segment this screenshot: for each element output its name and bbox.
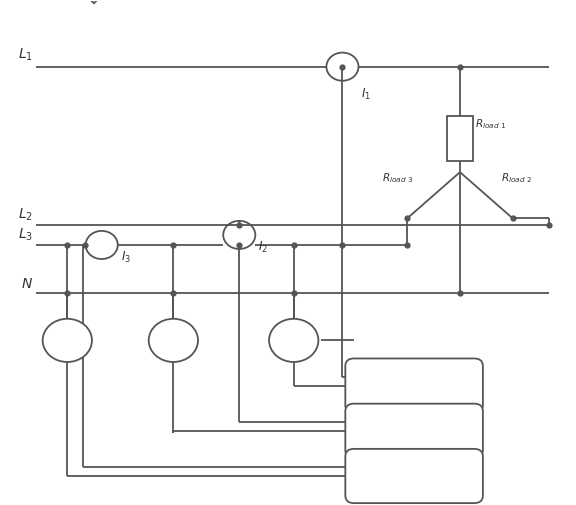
FancyBboxPatch shape	[346, 449, 483, 503]
Bar	[448, 116, 472, 161]
Text: $L_2$: $L_2$	[18, 207, 33, 223]
Text: $V_2$: $V_2$	[166, 333, 180, 347]
Circle shape	[269, 319, 319, 362]
Text: $I_2$: $I_2$	[258, 240, 268, 255]
Text: $R_{load\ 2}$: $R_{load\ 2}$	[501, 171, 532, 184]
Text: $N$: $N$	[21, 277, 33, 291]
Bar	[65, 0, 112, 3]
Text: $I_3$: $I_3$	[120, 250, 131, 265]
Circle shape	[149, 319, 198, 362]
Text: $I_1$: $I_1$	[361, 87, 372, 102]
Text: 2: 2	[410, 433, 418, 446]
Circle shape	[43, 319, 92, 362]
Text: 3: 3	[411, 479, 418, 491]
Text: $R_{load\ 3}$: $R_{load\ 3}$	[382, 171, 414, 184]
Text: emonTx: emonTx	[391, 462, 438, 475]
Text: 1: 1	[410, 388, 418, 401]
Text: $L_1$: $L_1$	[18, 46, 33, 63]
Text: $R_{load\ 1}$: $R_{load\ 1}$	[475, 118, 506, 131]
FancyBboxPatch shape	[346, 403, 483, 458]
Text: emonTx: emonTx	[391, 416, 438, 429]
Text: emonTx: emonTx	[391, 371, 438, 384]
FancyBboxPatch shape	[346, 359, 483, 413]
Text: $L_3$: $L_3$	[18, 227, 33, 243]
Text: $V_1$: $V_1$	[287, 333, 301, 347]
Text: $V_3$: $V_3$	[60, 333, 74, 347]
